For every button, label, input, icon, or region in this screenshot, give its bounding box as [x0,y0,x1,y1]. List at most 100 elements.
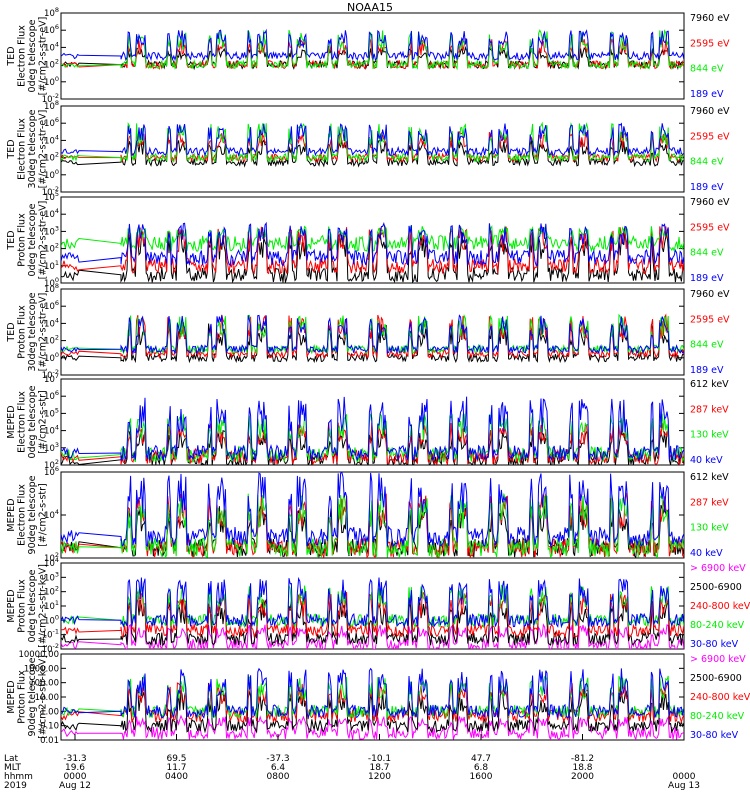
y-tick-label: 102 [44,458,59,471]
panel-plot [61,396,684,465]
series-line [61,221,684,267]
legend-entry: 844 eV [690,157,724,168]
y-tick-label: 106 [44,299,59,312]
legend-entry: 844 eV [690,64,724,75]
y-tick-label: 102 [44,58,59,71]
x-tick-lat: -37.3 [266,754,289,764]
series-line [61,623,684,649]
y-tick-label: 100 [44,351,59,364]
x-tick-date: Aug 12 [59,781,91,791]
legend-entry: 2595 eV [690,131,730,142]
x-tick-hhmm: 0800 [267,772,290,782]
y-axis-label: TEDElectron Flux30deg telescope[#/cm2-s-… [6,109,49,188]
x-tick-lat: 47.7 [471,754,491,764]
y-axis-label: MEPEDElectron Flux0deg telescope[#/cm2-s… [6,385,49,458]
y-tick-label: 100 [44,276,59,289]
panel-plot [61,576,684,649]
legend-entry: 287 keV [690,404,729,415]
x-row-label: hhmm [4,772,33,782]
x-tick-hhmm: 0400 [165,772,188,782]
y-tick-label: 106 [44,465,59,478]
legend-entry: 189 eV [690,273,724,284]
series-line [61,714,684,740]
legend-entry: 612 keV [690,379,729,390]
y-tick-label: 104 [44,133,59,146]
x-tick-hhmm: 1600 [470,772,493,782]
y-tick-label: 106 [44,116,59,129]
legend-entry: 240-800 keV [690,601,750,612]
y-tick-label: 104 [44,424,59,437]
legend-entry: 30-80 keV [690,639,739,650]
legend-entry: 189 eV [690,182,724,193]
series-line [61,689,684,734]
x-tick-date: Aug 13 [668,781,700,791]
x-tick-lat: -10.1 [368,754,391,764]
y-tick-label: 100 [44,168,59,181]
x-tick-lat: 69.5 [166,754,186,764]
y-tick-label: 106 [44,23,59,36]
y-tick-label: 103 [44,441,59,454]
series-line [61,493,684,558]
y-tick-label: 104 [44,508,59,521]
y-tick-label: 0.01 [40,736,59,746]
y-tick-label: 103 [44,570,59,583]
y-tick-label: 1000.00 [24,664,59,674]
y-axis-label: MEPEDProton Flux90deg telescope[#/cm2-s-… [6,655,49,739]
x-tick-mlt: 6.4 [271,763,286,773]
y-tick-label: 1.00 [40,707,59,717]
y-tick-label: 10-2 [42,185,59,198]
legend-entry: 130 keV [690,430,729,441]
legend-entry: 844 eV [690,248,724,259]
x-tick-hhmm: 0000 [673,772,696,782]
series-line [61,139,684,168]
y-tick-label: 100.00 [29,679,59,689]
legend-entry: 2500-6900 [690,673,742,684]
legend-entry: 2595 eV [690,314,730,325]
y-tick-label: 104 [44,207,59,220]
y-axis-label: TEDProton Flux0deg telescope[#/cm2-s-str… [6,201,49,280]
legend-entry: 612 keV [690,472,729,483]
y-tick-label: 102 [44,334,59,347]
legend-entry: > 6900 keV [690,654,746,665]
y-tick-label: 102 [44,551,59,564]
legend-entry: 2500-6900 [690,582,742,593]
series-line [61,681,684,724]
y-tick-label: 101 [44,599,59,612]
y-tick-label: 102 [44,151,59,164]
panel-plot [61,667,684,740]
x-row-label: Lat [4,754,19,764]
series-line [61,576,684,629]
series-line [61,224,684,275]
y-tick-label: 102 [44,242,59,255]
x-tick-mlt: 18.8 [572,763,592,773]
y-tick-label: 100 [44,613,59,626]
x-tick-lat: -31.3 [63,754,86,764]
x-row-label: 2019 [4,781,27,791]
series-line [61,314,684,355]
legend-entry: 240-800 keV [690,692,750,703]
panel-plot [61,28,684,71]
panel-plot [61,121,684,168]
legend-entry: 30-80 keV [690,730,739,741]
panel-frame [60,105,685,193]
y-tick-label: 10-2 [42,92,59,105]
series-line [61,122,684,157]
y-tick-label: 104 [44,556,59,569]
legend-entry: 7960 eV [690,13,730,24]
series-line [61,472,684,548]
y-tick-label: 108 [44,99,59,112]
y-tick-label: 103 [44,224,59,237]
legend-entry: 189 eV [690,365,724,376]
series-line [61,29,684,71]
panel-8: 10000.00 1000.00 100.00 10.00 1.00 0.10 0.01ME… [6,650,750,746]
y-tick-label: 107 [44,372,59,385]
series-line [61,396,684,462]
